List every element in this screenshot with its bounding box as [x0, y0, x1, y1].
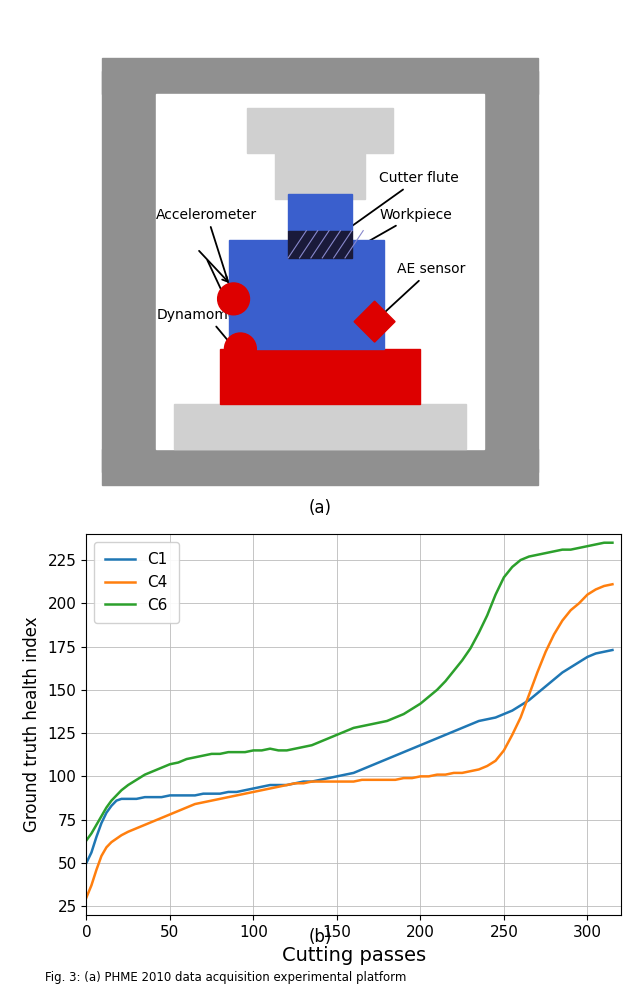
Bar [220, 349, 420, 404]
Bar [175, 404, 465, 449]
C6 [83, 835, 90, 847]
Bar [102, 71, 156, 472]
C1 [575, 657, 583, 669]
C6 [567, 544, 575, 556]
C6 [283, 745, 291, 757]
Circle shape [225, 333, 256, 365]
Bar [288, 194, 352, 230]
C4 [609, 579, 616, 590]
Bar [247, 108, 393, 153]
C6 [609, 537, 616, 549]
Text: Workpiece: Workpiece [351, 208, 452, 251]
Bar [102, 449, 538, 486]
C6 [308, 740, 316, 752]
C4 [183, 801, 191, 813]
Line: C4: C4 [86, 584, 612, 898]
C1 [308, 775, 316, 787]
Line: C6: C6 [86, 543, 612, 841]
Text: Cutter flute: Cutter flute [324, 171, 459, 246]
Text: (b): (b) [308, 928, 332, 945]
C1 [141, 791, 148, 803]
C1 [609, 644, 616, 656]
C1 [283, 779, 291, 791]
C4 [83, 892, 90, 904]
Y-axis label: Ground truth health index: Ground truth health index [23, 616, 41, 833]
C1 [183, 789, 191, 801]
Legend: C1, C4, C6: C1, C4, C6 [94, 542, 179, 623]
C6 [475, 627, 483, 639]
X-axis label: Cutting passes: Cutting passes [282, 946, 426, 965]
C4 [308, 775, 316, 787]
Bar [156, 94, 484, 449]
C4 [475, 764, 483, 775]
Polygon shape [354, 301, 395, 342]
Bar [275, 144, 365, 199]
Text: Dynamometer: Dynamometer [156, 308, 262, 382]
Text: Accelerometer: Accelerometer [156, 208, 257, 295]
C4 [141, 819, 148, 831]
C6 [124, 779, 132, 791]
Bar [102, 57, 538, 94]
Circle shape [218, 283, 250, 315]
Text: Fig. 3: (a) PHME 2010 data acquisition experimental platform: Fig. 3: (a) PHME 2010 data acquisition e… [45, 971, 406, 984]
Bar [288, 230, 352, 258]
C6 [141, 768, 148, 780]
C6 [600, 537, 608, 549]
Line: C1: C1 [86, 650, 612, 862]
C1 [83, 856, 90, 869]
C4 [283, 779, 291, 791]
Text: AE sensor: AE sensor [378, 262, 466, 318]
Bar [484, 71, 538, 472]
Text: (a): (a) [308, 499, 332, 517]
Bar [229, 239, 384, 349]
C1 [475, 715, 483, 727]
C4 [575, 597, 583, 609]
